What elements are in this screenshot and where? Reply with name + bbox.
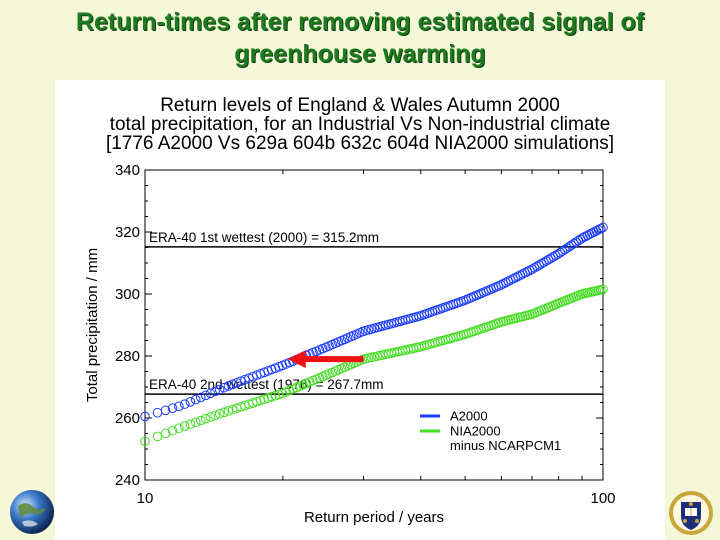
data-point-a2000 xyxy=(527,264,537,274)
data-point-nia2000 xyxy=(200,413,211,424)
data-point-nia2000 xyxy=(140,436,150,447)
data-point-a2000 xyxy=(160,405,171,416)
data-point-a2000 xyxy=(532,261,542,272)
data-point-a2000 xyxy=(539,257,549,268)
data-point-a2000 xyxy=(232,377,242,388)
return-level-chart: 240 260 280 300 320 340 10 100 Return period / y… xyxy=(84,162,616,526)
red-arrow-head xyxy=(287,350,306,369)
data-point-a2000 xyxy=(595,223,606,234)
y-tick-label: 280 xyxy=(115,348,140,365)
data-point-nia2000 xyxy=(259,394,270,405)
y-tick-label: 300 xyxy=(115,286,140,303)
y-tick-label: 320 xyxy=(115,224,140,241)
data-point-a2000 xyxy=(140,411,150,422)
data-point-nia2000 xyxy=(219,407,229,418)
reference-line-label: ERA-40 1st wettest (2000) = 315.2mm xyxy=(149,230,379,245)
data-point-nia2000 xyxy=(174,423,184,434)
data-point-nia2000 xyxy=(167,425,178,436)
data-point-a2000 xyxy=(548,252,559,262)
data-point-a2000 xyxy=(529,262,540,273)
university-crest-icon xyxy=(669,491,713,535)
y-tick-label: 260 xyxy=(115,410,140,427)
data-point-nia2000 xyxy=(185,419,196,429)
data-point-a2000 xyxy=(167,403,178,414)
data-point-a2000 xyxy=(227,379,238,390)
data-point-a2000 xyxy=(210,386,220,397)
y-axis-label: Total precipitation / mm xyxy=(84,248,101,402)
figure-title-line2: total precipitation, for an Industrial V… xyxy=(109,114,611,135)
figure-title-line1: Return levels of England & Wales Autumn … xyxy=(160,95,560,116)
data-point-a2000 xyxy=(214,384,225,395)
slide-title-line1: Return-times after removing estimated si… xyxy=(75,8,645,36)
data-point-nia2000 xyxy=(598,284,608,295)
legend-note: minus NCARPCM1 xyxy=(450,438,561,453)
data-point-a2000 xyxy=(598,222,608,233)
data-point-nia2000 xyxy=(263,393,273,403)
data-point-a2000 xyxy=(550,250,561,261)
data-point-nia2000 xyxy=(205,412,216,422)
figure-panel xyxy=(55,80,665,540)
data-point-a2000 xyxy=(525,265,535,276)
data-point-a2000 xyxy=(536,258,547,269)
data-point-nia2000 xyxy=(190,417,201,428)
data-point-a2000 xyxy=(205,388,216,399)
data-point-a2000 xyxy=(190,394,201,405)
legend-label-a2000: A2000 xyxy=(450,409,488,424)
data-point-a2000 xyxy=(593,224,604,235)
data-point-a2000 xyxy=(185,396,196,407)
data-point-nia2000 xyxy=(160,428,171,439)
legend-label-nia2000: NIA2000 xyxy=(450,424,501,439)
data-point-a2000 xyxy=(223,381,234,391)
x-tick-label: 10 xyxy=(137,490,154,507)
data-point-a2000 xyxy=(219,382,229,393)
data-point-a2000 xyxy=(195,392,206,403)
y-tick-label: 240 xyxy=(115,472,140,489)
x-tick-label: 100 xyxy=(590,490,615,507)
y-tick-label: 340 xyxy=(115,162,140,179)
data-point-a2000 xyxy=(546,253,556,263)
data-point-a2000 xyxy=(541,256,552,266)
slide-title-line2: greenhouse warming xyxy=(234,40,486,68)
figure-title-line3: [1776 A2000 Vs 629a 604b 632c 604d NIA20… xyxy=(105,133,615,154)
data-point-a2000 xyxy=(174,401,184,412)
data-point-a2000 xyxy=(152,407,163,418)
data-point-nia2000 xyxy=(255,395,266,406)
data-point-a2000 xyxy=(534,260,545,270)
x-axis-label: Return period / years xyxy=(304,509,444,526)
data-point-nia2000 xyxy=(223,406,234,416)
data-point-a2000 xyxy=(179,399,190,409)
data-point-a2000 xyxy=(543,254,554,265)
data-point-nia2000 xyxy=(195,415,206,426)
data-point-nia2000 xyxy=(179,421,190,431)
slide-title: Return-times after removing estimated si… xyxy=(0,6,720,70)
figure-title: Return levels of England & Wales Autumn … xyxy=(55,96,665,153)
reference-line-label: ERA-40 2nd wettest (1976) = 267.7mm xyxy=(149,377,384,392)
data-point-nia2000 xyxy=(214,409,225,419)
data-point-nia2000 xyxy=(210,410,220,421)
data-point-a2000 xyxy=(200,390,211,401)
globe-logo-icon xyxy=(10,490,54,534)
data-point-nia2000 xyxy=(152,431,163,442)
